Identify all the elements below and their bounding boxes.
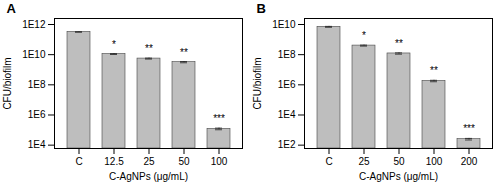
svg-text:CFU/biofilm: CFU/biofilm — [252, 57, 263, 109]
svg-text:1E8: 1E8 — [28, 79, 46, 90]
svg-text:1E6: 1E6 — [28, 109, 46, 120]
svg-text:12.5: 12.5 — [104, 156, 124, 167]
svg-text:25: 25 — [358, 156, 370, 167]
svg-text:**: ** — [395, 38, 403, 49]
svg-text:A: A — [7, 1, 17, 16]
svg-text:**: ** — [430, 65, 438, 76]
svg-text:1E4: 1E4 — [278, 109, 296, 120]
svg-text:B: B — [257, 1, 266, 16]
svg-text:1E10: 1E10 — [272, 19, 296, 30]
svg-text:**: ** — [180, 47, 188, 58]
svg-text:C-AgNPs (μg/mL): C-AgNPs (μg/mL) — [109, 171, 188, 182]
svg-text:50: 50 — [393, 156, 405, 167]
svg-text:1E6: 1E6 — [278, 79, 296, 90]
svg-text:1E10: 1E10 — [22, 49, 46, 60]
svg-text:C: C — [325, 156, 332, 167]
svg-text:1E12: 1E12 — [22, 19, 46, 30]
svg-text:1E8: 1E8 — [278, 49, 296, 60]
svg-text:50: 50 — [178, 156, 190, 167]
svg-text:1E4: 1E4 — [28, 139, 46, 150]
svg-text:100: 100 — [426, 156, 443, 167]
svg-text:C-AgNPs (μg/mL): C-AgNPs (μg/mL) — [359, 171, 438, 182]
svg-text:*: * — [362, 30, 366, 41]
svg-text:***: *** — [463, 123, 475, 134]
svg-text:**: ** — [145, 43, 153, 54]
svg-text:*: * — [112, 39, 116, 50]
svg-text:200: 200 — [461, 156, 478, 167]
svg-text:100: 100 — [211, 156, 228, 167]
svg-text:CFU/biofilm: CFU/biofilm — [2, 57, 13, 109]
svg-text:C: C — [75, 156, 82, 167]
svg-text:1E2: 1E2 — [278, 139, 296, 150]
svg-text:25: 25 — [143, 156, 155, 167]
svg-text:***: *** — [213, 113, 225, 124]
